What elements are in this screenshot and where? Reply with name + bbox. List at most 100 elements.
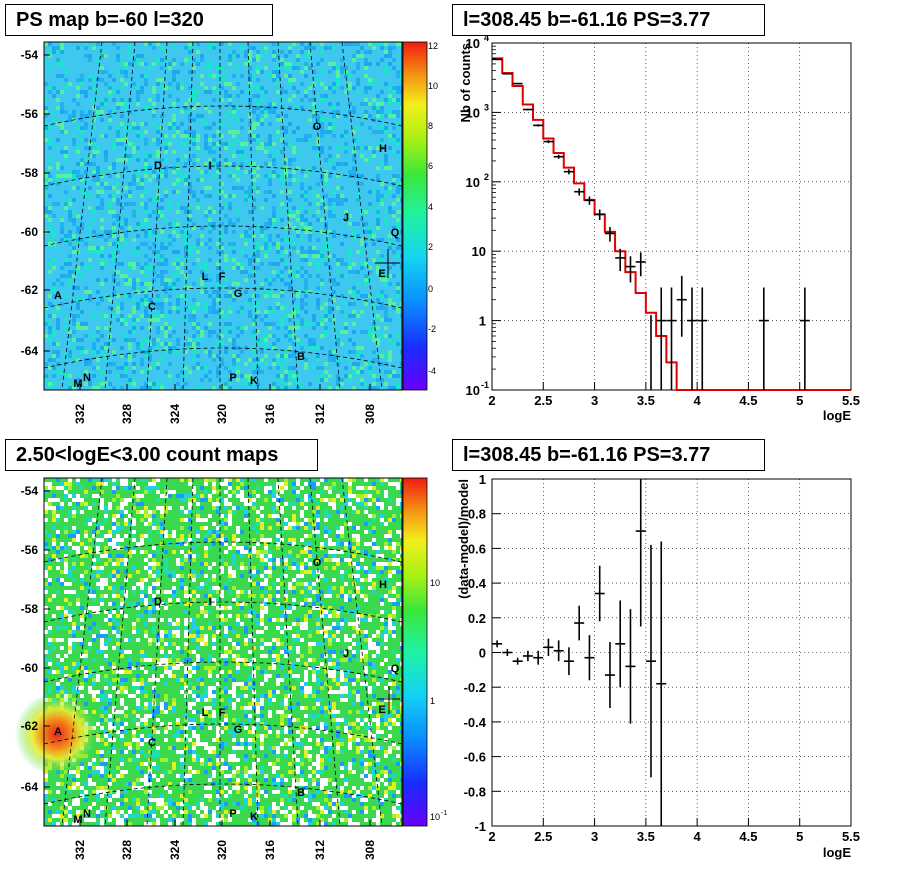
source-label-c: C: [148, 737, 156, 749]
spectrum-y-tick: 1: [479, 314, 486, 329]
map-y-tick: -60: [21, 661, 39, 675]
spectrum-y-tick: 10: [472, 244, 486, 259]
residual-y-tick: -0.4: [464, 715, 487, 730]
map-y-tick: -58: [21, 166, 39, 180]
data-point: [799, 287, 810, 390]
source-label-f: F: [219, 707, 226, 719]
residual-point: [635, 479, 646, 627]
count-colorbar-exponent: -1: [441, 810, 447, 817]
residual-point: [522, 650, 533, 662]
ps-colorbar-tick: 0: [428, 284, 433, 294]
data-point: [676, 275, 687, 337]
map-y-tick: -64: [21, 780, 39, 794]
residual-y-tick: -0.6: [464, 750, 486, 765]
source-label-d: D: [154, 160, 162, 172]
count-map-title: 2.50<logE<3.00 count maps: [5, 439, 318, 471]
source-label-g: G: [234, 288, 243, 300]
spectrum-x-tick: 5.5: [842, 393, 860, 408]
source-label-e: E: [378, 268, 385, 280]
spectrum-y-tick: 10: [466, 383, 480, 398]
spectrum-x-label: logE: [823, 408, 851, 423]
map-y-tick: -56: [21, 107, 39, 121]
residual-x-tick: 2.5: [534, 829, 552, 844]
map-x-tick: 312: [313, 840, 327, 860]
residual-y-tick: -1: [474, 819, 486, 834]
source-label-b: B: [297, 787, 305, 799]
source-label-l: L: [202, 271, 209, 283]
source-label-k: K: [250, 375, 258, 387]
residual-x-tick: 5: [796, 829, 803, 844]
residual-point: [502, 649, 513, 656]
residual-y-tick: 0.6: [468, 541, 486, 556]
source-label-m: M: [73, 378, 82, 390]
source-label-n: N: [83, 808, 91, 820]
spectrum-y-exponent: 3: [484, 102, 489, 112]
residual-y-tick: 0: [479, 646, 486, 661]
spectrum-y-tick: 10: [466, 105, 480, 120]
data-point: [615, 248, 626, 272]
count-colorbar-tick: 10: [430, 578, 440, 588]
data-point: [492, 58, 503, 61]
spectrum-title: l=308.45 b=-61.16 PS=3.77: [452, 4, 765, 36]
data-point: [553, 154, 564, 159]
map-x-tick: 332: [73, 840, 87, 860]
residual-x-tick: 2: [488, 829, 495, 844]
source-label-h: H: [379, 143, 387, 155]
map-y-tick: -54: [21, 48, 39, 62]
residual-point: [492, 640, 503, 648]
count-colorbar: [402, 477, 428, 827]
spectrum-x-tick: 3.5: [637, 393, 655, 408]
ps-map-panel: O H D I J Q E L FG A C B M N P K -54 -56 -58 -60 -62 -64 332…: [21, 41, 438, 424]
data-point: [502, 72, 513, 75]
map-x-tick: 332: [73, 404, 87, 424]
spectrum-y-exponent: 2: [484, 172, 489, 182]
map-y-tick: -64: [21, 344, 39, 358]
spectrum-y-tick: 10: [466, 36, 480, 51]
residual-y-tick: 0.4: [468, 576, 487, 591]
map-y-tick: -62: [21, 719, 39, 733]
map-x-tick: 316: [263, 404, 277, 424]
source-label-c: C: [148, 301, 156, 313]
data-point: [604, 227, 615, 242]
map-x-tick: 308: [363, 404, 377, 424]
ps-colorbar-tick: 10: [428, 81, 438, 91]
count-map-panel: O H D I J Q E L FG A C B M N P K -54 -56 -58 -60 -62 -64 332…: [15, 477, 447, 860]
data-point: [594, 209, 605, 220]
spectrum-y-exponent: -1: [481, 380, 489, 390]
residual-x-tick: 4.5: [739, 829, 757, 844]
residual-point: [656, 541, 667, 826]
map-x-tick: 328: [120, 840, 134, 860]
data-point: [512, 82, 523, 85]
residual-y-label: (data-model)/model: [456, 479, 471, 599]
source-label-i: I: [208, 596, 211, 608]
source-label-m: M: [73, 814, 82, 826]
residual-y-tick: -0.8: [464, 784, 486, 799]
data-point: [758, 287, 769, 390]
map-x-tick: 324: [168, 404, 182, 424]
residual-y-tick: 0.2: [468, 611, 486, 626]
source-label-n: N: [83, 372, 91, 384]
residual-point: [594, 565, 605, 622]
data-point: [543, 140, 554, 144]
spectrum-y-tick: 10: [466, 175, 480, 190]
source-label-j: J: [343, 648, 349, 660]
bright-source-a: [15, 692, 99, 776]
residual-panel: 2 2.5 3 3.5 4 4.5 5 5.5 1 0.8 0.6 0.4 0.2 0 -0.2 -0.4 -0…: [456, 472, 860, 860]
data-point: [574, 188, 585, 196]
residual-y-tick: 0.8: [468, 507, 486, 522]
spectrum-y-label: Nb of counts: [458, 43, 473, 122]
residual-point: [553, 640, 564, 662]
source-label-b: B: [297, 351, 305, 363]
map-x-tick: 312: [313, 404, 327, 424]
residual-point: [604, 642, 615, 709]
residual-point: [584, 635, 595, 681]
data-point: [635, 252, 646, 277]
spectrum-y-exponent: 4: [484, 33, 489, 43]
ps-colorbar-tick: 4: [428, 202, 433, 212]
source-label-o: O: [313, 557, 322, 569]
data-point: [563, 169, 574, 175]
map-x-tick: 320: [215, 404, 229, 424]
residual-point: [625, 609, 636, 724]
source-label-j: J: [343, 212, 349, 224]
